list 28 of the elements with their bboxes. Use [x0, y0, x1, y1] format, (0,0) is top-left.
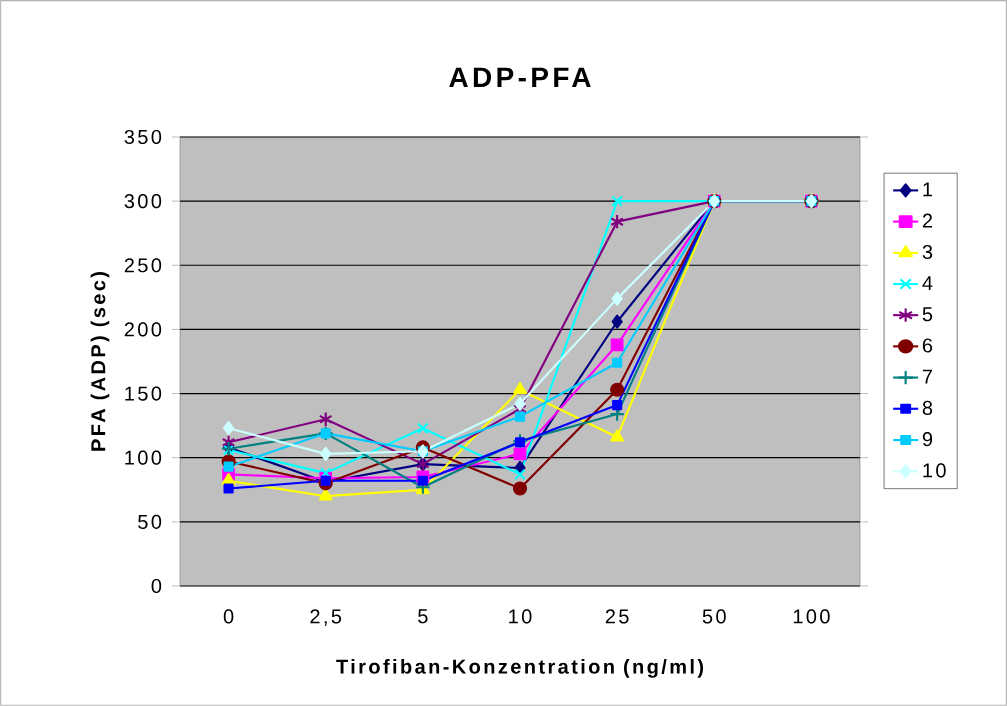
legend-label: 10	[923, 463, 946, 478]
y-tick-label: 0	[151, 578, 162, 594]
y-tick-label: 200	[124, 322, 162, 337]
x-tick-label: 0	[223, 609, 234, 624]
y-tick-label: 50	[138, 514, 162, 529]
y-tick-label: 250	[124, 258, 162, 273]
x-tick-label: 5	[418, 609, 428, 624]
y-tick-label: 350	[124, 129, 162, 145]
legend-label: 9	[922, 432, 933, 447]
legend-label: 2	[922, 213, 933, 228]
x-axis-title: Tirofiban-Konzentration (ng/ml)	[336, 659, 704, 678]
y-tick-label: 100	[125, 450, 162, 465]
chart-title: ADP-PFA	[449, 67, 591, 87]
y-tick-label: 150	[125, 386, 162, 401]
legend-label: 7	[922, 369, 933, 384]
x-tick-label: 2,5	[310, 609, 342, 626]
x-tick-label: 25	[605, 609, 629, 624]
legend-label: 1	[923, 182, 933, 197]
x-tick-label: 10	[509, 609, 532, 624]
x-tick-label: 100	[793, 609, 830, 624]
x-tick-label: 50	[702, 609, 726, 624]
legend-label: 5	[922, 307, 933, 322]
legend-label: 3	[922, 244, 933, 260]
legend-label: 8	[922, 400, 933, 415]
y-tick-label: 300	[124, 194, 162, 209]
legend-label: 6	[922, 338, 933, 353]
legend-label: 4	[922, 276, 933, 290]
y-axis-title: PFA (ADP) (sec)	[90, 271, 110, 451]
